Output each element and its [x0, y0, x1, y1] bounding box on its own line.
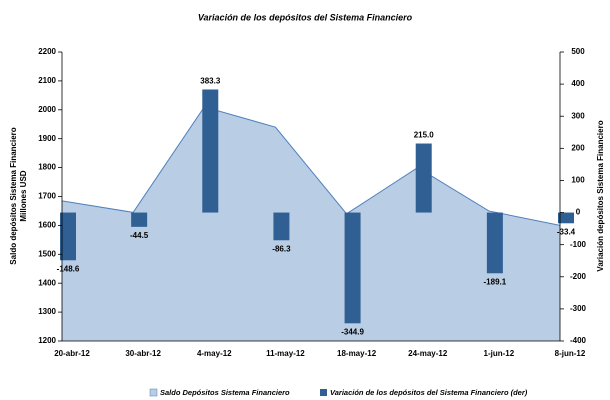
y-tick-label: 2000 [38, 105, 56, 114]
x-tick-label: 4-may-12 [197, 349, 232, 358]
x-tick-label: 24-may-12 [408, 349, 448, 358]
bar [486, 212, 503, 274]
data-label: -344.9 [341, 327, 364, 336]
bar [202, 89, 219, 213]
y-tick-label: 1400 [38, 278, 56, 287]
y-tick-label: 1900 [38, 134, 56, 143]
x-tick-label: 11-may-12 [266, 349, 305, 358]
bar [60, 212, 76, 261]
bar [344, 212, 361, 324]
y-axis-label: Millones USD [19, 170, 28, 221]
y2-tick-label: -400 [570, 336, 587, 345]
legend-label: Saldo Depósitos Sistema Financiero [160, 388, 290, 397]
area-line [61, 106, 561, 226]
data-label: -148.6 [57, 264, 80, 273]
y-tick-label: 1700 [38, 192, 56, 201]
area [62, 106, 560, 341]
bar [558, 212, 574, 224]
data-label: -189.1 [484, 277, 507, 286]
data-label: 215.0 [414, 131, 435, 140]
x-tick-label: 18-may-12 [337, 349, 377, 358]
data-label: -33.4 [557, 227, 576, 236]
y2-tick-label: -300 [570, 304, 587, 313]
x-tick-label: 1-jun-12 [484, 349, 515, 358]
y2-axis-label: Variación depósitos Sistema Financiero [596, 120, 605, 271]
x-tick-label: 30-abr-12 [125, 349, 161, 358]
y-tick-label: 1200 [38, 336, 56, 345]
legend-swatch [320, 389, 327, 396]
y2-tick-label: 0 [576, 208, 581, 217]
y2-tick-label: 300 [571, 111, 585, 120]
data-label: -86.3 [272, 244, 291, 253]
y-tick-label: 2100 [38, 76, 56, 85]
chart-title: Variación de los depósitos del Sistema F… [198, 12, 413, 22]
bar [415, 143, 432, 213]
legend-label: Variación de los depósitos del Sistema F… [330, 388, 528, 397]
y-tick-label: 1800 [38, 163, 56, 172]
y2-tick-label: -200 [570, 272, 587, 281]
y2-tick-label: 500 [571, 47, 585, 56]
legend-swatch [149, 388, 158, 397]
y-tick-label: 1600 [38, 221, 56, 230]
y-tick-label: 2200 [38, 47, 56, 56]
y-tick-label: 1300 [38, 307, 56, 316]
data-label: 383.3 [200, 77, 221, 86]
bar [131, 212, 148, 227]
y2-tick-label: 100 [571, 176, 585, 185]
y-tick-label: 1500 [38, 249, 56, 258]
y2-tick-label: 200 [571, 143, 585, 152]
y2-tick-label: 400 [571, 79, 585, 88]
x-tick-label: 20-abr-12 [54, 349, 90, 358]
y-axis-label: Saldo depósitos Sistema Financiero [9, 127, 18, 264]
data-label: -44.5 [130, 231, 149, 240]
y2-tick-label: -100 [570, 240, 587, 249]
x-tick-label: 8-jun-12 [555, 349, 586, 358]
bar [273, 212, 290, 241]
